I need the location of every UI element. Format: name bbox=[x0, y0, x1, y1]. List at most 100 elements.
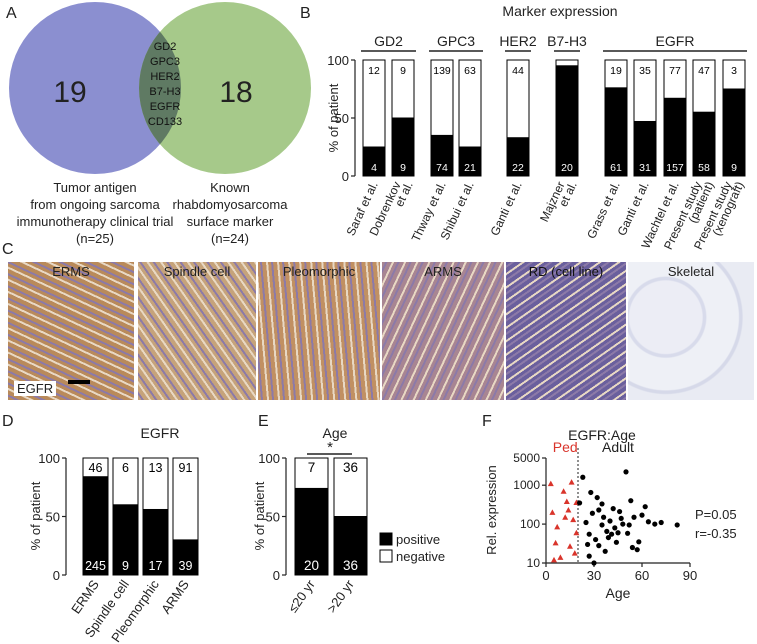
chart-f-ped-point bbox=[573, 529, 580, 536]
chart-f-adult-point bbox=[623, 469, 629, 475]
chart-b-positive-bar bbox=[692, 111, 716, 177]
chart-d-title: EGFR bbox=[141, 425, 180, 441]
chart-f-adult-point bbox=[645, 519, 652, 525]
chart-f-ped-point bbox=[557, 554, 564, 560]
chart-f-adult-point bbox=[639, 512, 645, 518]
chart-f-adult-point bbox=[612, 525, 618, 531]
chart-d-positive-bar bbox=[112, 504, 139, 576]
chart-b-negative-label: 19 bbox=[610, 65, 622, 77]
chart-b-positive-label: 4 bbox=[371, 162, 377, 174]
panel-letter-e: E bbox=[258, 413, 269, 430]
chart-f-adult-point bbox=[577, 500, 583, 506]
chart-b-positive-bar bbox=[555, 65, 579, 177]
chart-b-positive-bar bbox=[506, 137, 530, 177]
venn-right-caption-line: (n=24) bbox=[211, 231, 249, 246]
chart-e-title: Age bbox=[323, 425, 348, 441]
chart-b-group-label: B7-H3 bbox=[547, 33, 587, 49]
chart-f-adult-point bbox=[607, 518, 613, 524]
venn-left-caption: Tumor antigen from ongoing sarcoma immunot… bbox=[17, 180, 174, 246]
chart-e-x-tick-label: ≤20 yr bbox=[285, 577, 318, 616]
venn-left-caption-line: (n=25) bbox=[76, 231, 114, 246]
chart-f-adult-point bbox=[652, 521, 658, 527]
chart-f-adult-point bbox=[586, 553, 592, 559]
chart-f-ped-point bbox=[547, 480, 554, 487]
chart-e-negative-label: 36 bbox=[343, 460, 358, 475]
panel-letter-f: F bbox=[482, 413, 492, 430]
venn-diagram: 19 18 GD2 GPC3 HER2 B7-H3 EGFR CD133 Tumor an… bbox=[9, 2, 311, 246]
chart-f-ped-point bbox=[551, 556, 557, 563]
chart-f-ped-label: Ped bbox=[553, 439, 578, 455]
chart-f-adult-point bbox=[674, 522, 680, 528]
chart-b-negative-label: 1 bbox=[564, 65, 570, 77]
chart-f-y-tick-label: 5000 bbox=[513, 451, 540, 465]
chart-f-adult-point bbox=[599, 501, 605, 507]
chart-f-adult-point bbox=[610, 506, 616, 512]
histology-label: ARMS bbox=[424, 264, 462, 279]
chart-b-title: Marker expression bbox=[502, 3, 617, 19]
chart-b-group-label: HER2 bbox=[499, 33, 537, 49]
chart-d-positive-label: 245 bbox=[85, 559, 106, 573]
venn-overlap-item: EGFR bbox=[150, 101, 181, 113]
chart-b-negative-label: 9 bbox=[400, 65, 406, 77]
chart-e-legend-swatch bbox=[379, 532, 393, 546]
chart-d-negative-label: 13 bbox=[149, 461, 163, 475]
chart-f-adult-point bbox=[583, 519, 589, 526]
chart-e-positive-label: 20 bbox=[304, 558, 319, 573]
venn-overlap-item: GPC3 bbox=[150, 56, 180, 68]
chart-e-negative-label: 7 bbox=[308, 460, 316, 475]
chart-b-y-axis-label: % of patient bbox=[326, 83, 341, 152]
chart-b-group-label: EGFR bbox=[656, 33, 695, 49]
chart-e-y-axis-label: % of patient bbox=[252, 481, 267, 550]
venn-left-caption-line: immunotherapy clinical trial bbox=[17, 214, 174, 229]
chart-d-positive-bar bbox=[82, 476, 109, 576]
age-group-chart: Age 0 50 100 % of patient 7 20 ≤20 yr 36 36 >20 yr… bbox=[252, 425, 445, 616]
chart-f-ped-point bbox=[552, 539, 559, 546]
venn-right-caption-line: rhabdomyosarcoma bbox=[173, 197, 289, 212]
venn-left-count: 19 bbox=[53, 76, 86, 109]
chart-f-adult-point bbox=[609, 531, 615, 537]
chart-d-negative-label: 91 bbox=[179, 461, 193, 475]
chart-f-adult-point bbox=[591, 560, 597, 566]
chart-f-adult-point bbox=[586, 531, 592, 537]
chart-b-positive-label: 21 bbox=[464, 162, 476, 174]
chart-b-positive-label: 58 bbox=[698, 162, 710, 174]
chart-f-adult-point bbox=[589, 510, 596, 516]
chart-e-legend-swatch bbox=[379, 549, 393, 563]
chart-b-positive-bar bbox=[391, 117, 415, 177]
chart-f-ped-point bbox=[549, 509, 556, 515]
chart-f-adult-point bbox=[626, 522, 632, 528]
chart-d-y-axis-label: % of patient bbox=[28, 481, 43, 550]
venn-left-caption-line: from ongoing sarcoma bbox=[30, 197, 160, 212]
chart-f-ped-point bbox=[562, 514, 569, 520]
chart-f-adult-label: Adult bbox=[602, 439, 634, 455]
scale-bar bbox=[68, 380, 90, 384]
chart-b-positive-bar bbox=[430, 134, 454, 177]
chart-f-adult-point bbox=[636, 539, 642, 545]
chart-b-negative-label: 63 bbox=[464, 65, 476, 77]
histology-label: Skeletal bbox=[667, 264, 715, 279]
histology-image: Skeletal bbox=[628, 262, 754, 400]
chart-f-x-axis-label: Age bbox=[606, 585, 631, 601]
chart-f-ped-point bbox=[568, 479, 575, 485]
chart-f-ped-point bbox=[565, 507, 572, 513]
chart-f-ped-point bbox=[567, 543, 573, 549]
histology-label: Pleomorphic bbox=[282, 264, 356, 279]
chart-f-adult-point bbox=[585, 541, 591, 548]
venn-right-caption-line: surface marker bbox=[187, 214, 274, 229]
chart-b-x-tick-label: Ganti et al. bbox=[488, 179, 525, 238]
histology-image: ARMS bbox=[382, 262, 504, 400]
chart-f-adult-point bbox=[615, 530, 621, 536]
chart-f-adult-point bbox=[634, 547, 640, 553]
chart-b-negative-label: 77 bbox=[669, 65, 681, 77]
chart-f-adult-point bbox=[602, 548, 608, 554]
chart-e-x-tick-label: >20 yr bbox=[324, 577, 358, 616]
chart-e-y-tick-label: 0 bbox=[273, 568, 280, 583]
chart-e-legend-label: negative bbox=[396, 549, 445, 564]
chart-e-significance-marker: * bbox=[327, 439, 333, 456]
chart-f-title: EGFR:Age bbox=[568, 427, 636, 443]
chart-d-positive-label: 17 bbox=[149, 559, 163, 573]
chart-b-negative-label: 47 bbox=[698, 65, 710, 77]
venn-right-circle bbox=[139, 2, 311, 174]
chart-f-adult-point bbox=[596, 507, 602, 513]
